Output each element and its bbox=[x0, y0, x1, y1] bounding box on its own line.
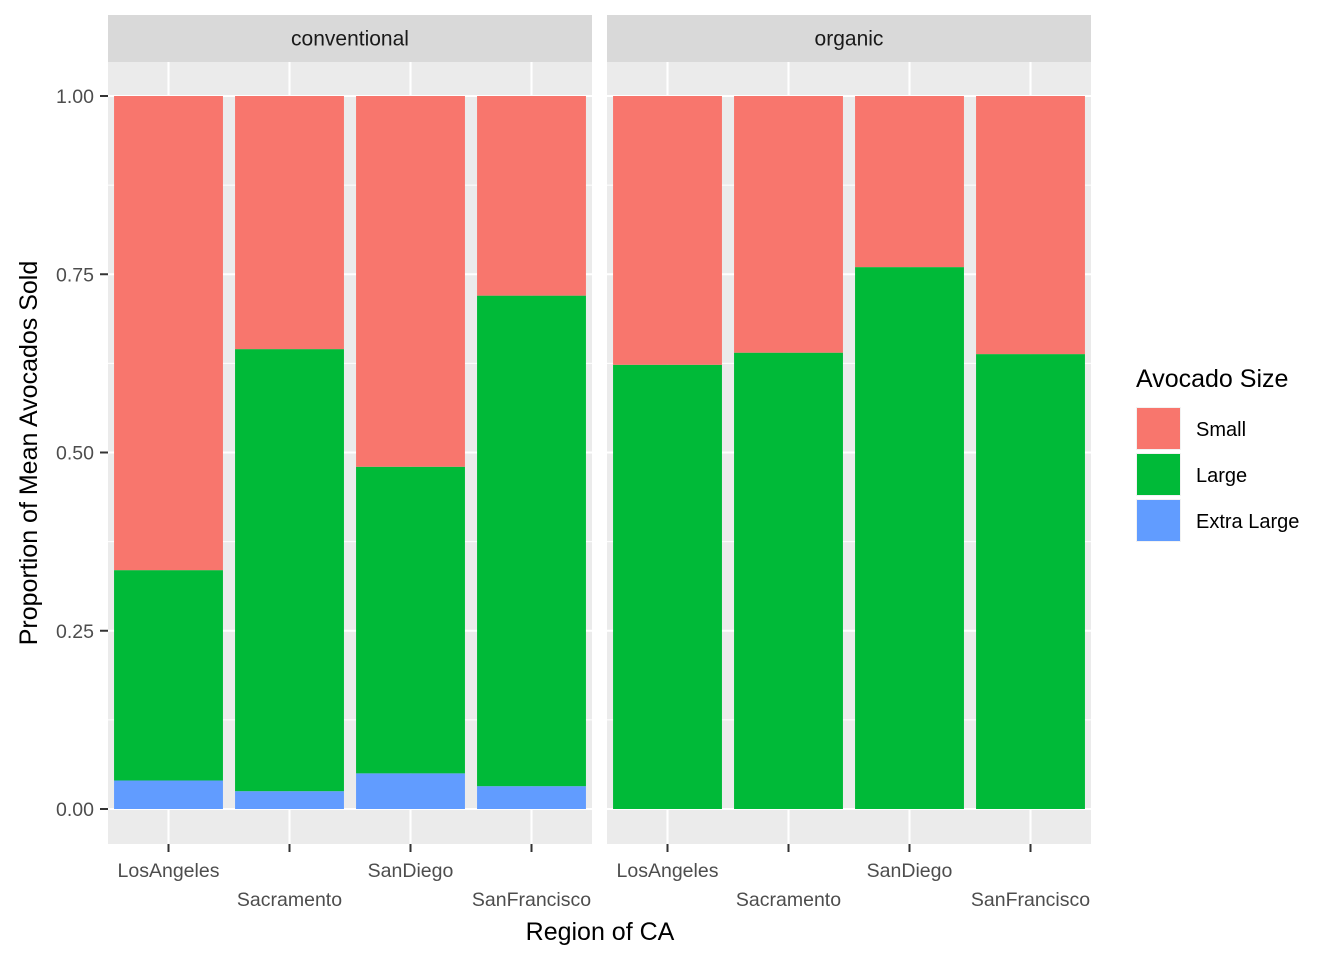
legend-swatch-large bbox=[1137, 454, 1180, 495]
y-tick-label: 0.00 bbox=[56, 799, 94, 821]
x-tick-label-sanfrancisco: SanFrancisco bbox=[971, 889, 1090, 911]
bar-organic-losangeles-small bbox=[613, 96, 722, 365]
legend-swatch-small bbox=[1137, 408, 1180, 449]
bar-conventional-sanfrancisco-large bbox=[477, 295, 586, 787]
legend-label-small: Small bbox=[1196, 419, 1246, 441]
bar-organic-sandiego-small bbox=[855, 96, 964, 268]
x-tick-label-sandiego: SanDiego bbox=[867, 860, 953, 882]
x-tick-label-sandiego: SanDiego bbox=[368, 860, 454, 882]
facet-label-conventional: conventional bbox=[291, 28, 409, 51]
bar-organic-sandiego-large bbox=[855, 267, 964, 809]
legend: Avocado Size Small Large Extra Large bbox=[1136, 365, 1299, 542]
facet-panels: LosAngeles Sacramento SanDiego SanFrancisco… bbox=[108, 15, 1091, 911]
legend-label-large: Large bbox=[1196, 465, 1247, 487]
panel-organic: LosAngeles Sacramento SanDiego SanFrancisco… bbox=[607, 15, 1091, 911]
legend-label-extra-large: Extra Large bbox=[1196, 511, 1299, 533]
bar-conventional-losangeles-large bbox=[114, 570, 223, 781]
bar-organic-sanfrancisco-large bbox=[976, 354, 1085, 809]
bar-conventional-sacramento-large bbox=[235, 349, 344, 792]
x-tick-label-losangeles: LosAngeles bbox=[118, 860, 220, 882]
bar-conventional-losangeles-extra-large bbox=[114, 780, 223, 809]
x-axis-title: Region of CA bbox=[526, 918, 675, 946]
y-tick-label: 0.50 bbox=[56, 443, 94, 465]
y-axis: 0.00 0.25 0.50 0.75 1.00 bbox=[56, 86, 108, 821]
bar-organic-sanfrancisco-small bbox=[976, 96, 1085, 355]
facet-label-organic: organic bbox=[815, 28, 884, 51]
x-tick-label-sacramento: Sacramento bbox=[237, 889, 342, 911]
x-tick-label-sanfrancisco: SanFrancisco bbox=[472, 889, 591, 911]
x-tick-label-losangeles: LosAngeles bbox=[617, 860, 719, 882]
y-axis-title: Proportion of Mean Avocados Sold bbox=[15, 261, 43, 646]
bar-conventional-losangeles-small bbox=[114, 96, 223, 571]
bar-conventional-sanfrancisco-extra-large bbox=[477, 786, 586, 809]
y-tick-label: 0.75 bbox=[56, 264, 94, 286]
bar-conventional-sandiego-small bbox=[356, 96, 465, 467]
y-tick-label: 0.25 bbox=[56, 621, 94, 643]
bar-organic-sacramento-large bbox=[734, 352, 843, 809]
bar-conventional-sacramento-extra-large bbox=[235, 791, 344, 809]
bar-conventional-sandiego-large bbox=[356, 466, 465, 774]
facet-strip bbox=[607, 15, 1091, 62]
legend-swatch-extra-large bbox=[1137, 500, 1180, 541]
bar-conventional-sandiego-extra-large bbox=[356, 773, 465, 809]
y-tick-label: 1.00 bbox=[56, 86, 94, 108]
facet-strip bbox=[108, 15, 592, 62]
bar-conventional-sacramento-small bbox=[235, 96, 344, 350]
x-tick-label-sacramento: Sacramento bbox=[736, 889, 841, 911]
legend-title: Avocado Size bbox=[1136, 365, 1288, 393]
panel-conventional: LosAngeles Sacramento SanDiego SanFrancisco… bbox=[108, 15, 592, 911]
bar-organic-sacramento-small bbox=[734, 96, 843, 353]
bar-organic-losangeles-large bbox=[613, 364, 722, 809]
bar-conventional-sanfrancisco-small bbox=[477, 96, 586, 296]
